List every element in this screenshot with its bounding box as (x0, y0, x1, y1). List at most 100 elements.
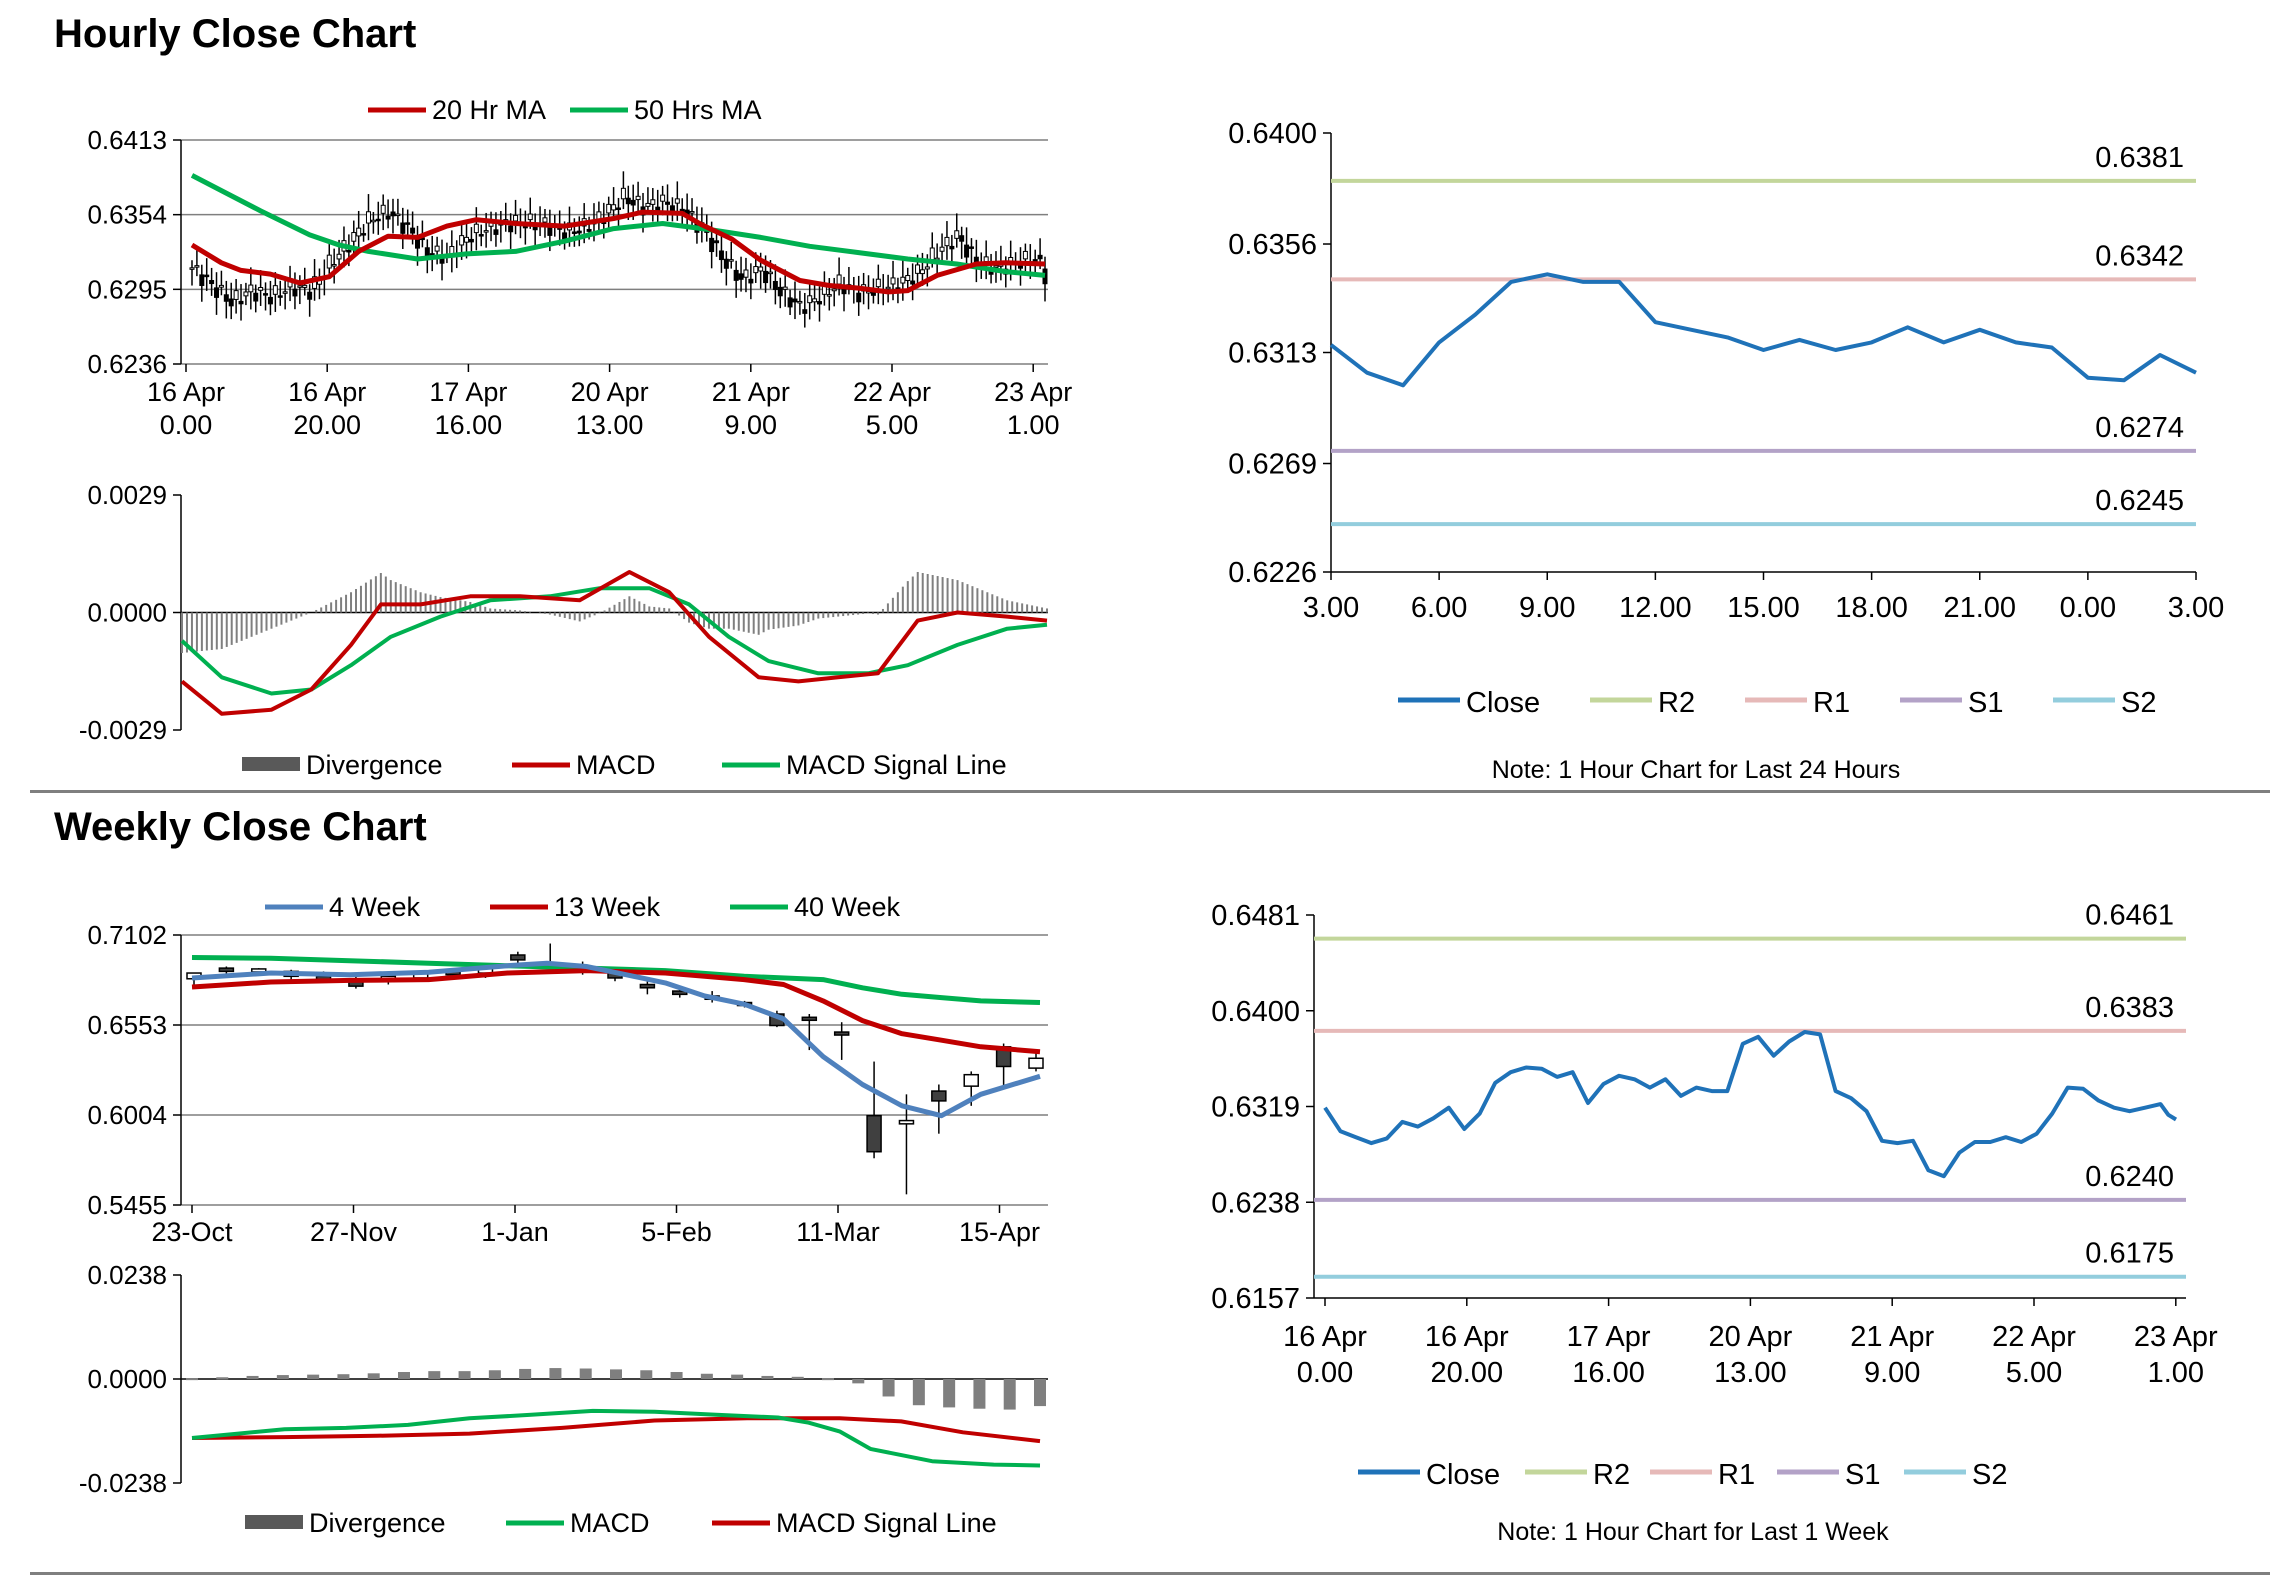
hourly-candle-body (1037, 254, 1043, 260)
weekly-ytick-label: 0.5455 (87, 1190, 167, 1220)
weekly-macd-divergence-bar (822, 1378, 834, 1381)
hourly-pivot-xtick-label: 3.00 (2168, 592, 2224, 624)
weekly-pivot-legend-label-1: R2 (1593, 1459, 1630, 1491)
hourly-candle-body (243, 291, 249, 297)
hourly-candle-body (650, 199, 656, 205)
hourly-candle-body (508, 225, 514, 233)
hourly-candle-body (238, 300, 244, 305)
hourly-candle-body (346, 249, 352, 253)
weekly-pivot-legend-label-3: S1 (1845, 1459, 1880, 1491)
weekly-macd-divergence-bar (276, 1375, 289, 1379)
weekly-macd-divergence-bar (246, 1375, 259, 1379)
hourly-candle-body (380, 204, 386, 214)
hourly-candle-body (625, 197, 631, 205)
hourly-candle-body (620, 187, 626, 200)
hourly-candle-body (233, 290, 239, 300)
weekly-macd-signal-line (191, 1416, 1041, 1444)
hourly-macd-legend-label-1: MACD (576, 750, 656, 780)
weekly-candle-body (672, 990, 688, 996)
hourly-pivot-level-r2-label: 0.6381 (2095, 142, 2184, 174)
hourly-candle-body (434, 245, 440, 252)
hourly-candle-body (277, 295, 283, 298)
hourly-candle-body (645, 202, 651, 207)
hourly-ytick-label: 0.6236 (87, 349, 167, 379)
weekly-4wk-line (191, 960, 1041, 1119)
hourly-candle-body (660, 194, 666, 202)
hourly-candle-body (405, 222, 411, 225)
hourly-candle-body (777, 286, 783, 297)
weekly-macd-ytick-label: -0.0238 (79, 1468, 167, 1498)
weekly-macd-divergence-bar (367, 1373, 380, 1379)
hourly-candle-body (385, 215, 391, 220)
weekly-macd-divergence-bar (1003, 1379, 1016, 1410)
hourly-macd-ytick-label: -0.0029 (79, 715, 167, 745)
weekly-xtick-label: 5-Feb (641, 1217, 712, 1247)
weekly-candle-body (833, 1031, 850, 1036)
hourly-pivot-ytick-label: 0.6226 (1228, 557, 1317, 589)
hourly-candle-body (944, 236, 950, 247)
weekly-pivot-note: Note: 1 Hour Chart for Last 1 Week (1497, 1518, 1889, 1546)
weekly-macd-divergence-bar (549, 1368, 562, 1379)
hourly-candle-body (199, 274, 205, 286)
hourly-candle-body (939, 246, 945, 252)
hourly-candle-body (753, 266, 759, 274)
weekly-pivot-xtick-label-date: 16 Apr (1283, 1321, 1367, 1353)
hourly-candle-body (905, 275, 911, 282)
hourly-candle-body (336, 253, 342, 260)
weekly-macd-divergence-bar (852, 1379, 865, 1384)
hourly-xtick-label-date: 20 Apr (571, 377, 649, 407)
hourly-candle-body (885, 286, 891, 290)
hourly-pivot-legend-label-0: Close (1466, 687, 1540, 719)
weekly-macd-divergence-bar (791, 1376, 804, 1379)
hourly-candle-body (209, 280, 215, 285)
weekly-ytick-label: 0.7102 (87, 920, 167, 950)
weekly-pivot-level-r1-label: 0.6383 (2085, 992, 2174, 1024)
hourly-candle-body (263, 293, 269, 296)
hourly-candle-body (807, 295, 813, 304)
hourly-candle-body (919, 269, 925, 275)
weekly-macd-divergence-bar (731, 1374, 744, 1379)
weekly-pivot-xtick-label-date: 22 Apr (1992, 1321, 2076, 1353)
weekly-pivot-level-r2-label: 0.6461 (2085, 900, 2174, 932)
hourly-candle-body (718, 250, 724, 261)
hourly-candle-body (635, 195, 641, 201)
hourly-legend-label-1: 50 Hrs MA (634, 95, 762, 125)
hourly-candle-body (924, 266, 930, 270)
weekly-macd-divergence-bar (882, 1379, 895, 1397)
hourly-candle-body (297, 285, 303, 288)
weekly-macd-legend-label-0: Divergence (309, 1508, 446, 1538)
hourly-xtick-label-date: 16 Apr (288, 377, 366, 407)
weekly-candle-body (639, 983, 656, 989)
hourly-candle-body (983, 256, 989, 263)
hourly-ma20-line (190, 209, 1046, 295)
weekly-macd-divergence-bar (670, 1372, 683, 1379)
hourly-candle-body (410, 227, 416, 234)
hourly-candle-body (870, 291, 876, 296)
hourly-candle-body (723, 258, 729, 269)
hourly-candle-body (267, 296, 273, 305)
hourly-candle-body (365, 211, 371, 224)
weekly-pivot-xtick-label-time: 9.00 (1864, 1357, 1920, 1389)
hourly-pivot-xtick-label: 18.00 (1835, 592, 1908, 624)
section-divider-bottom (30, 1572, 2270, 1575)
hourly-candle-body (351, 232, 357, 242)
weekly-legend-label-2: 40 Week (794, 892, 901, 922)
hourly-candle-body (910, 280, 916, 285)
hourly-candle-body (390, 211, 396, 217)
hourly-candle-body (738, 273, 744, 280)
hourly-candle-body (782, 286, 788, 290)
hourly-candle-body (375, 218, 381, 222)
hourly-candle-body (302, 284, 308, 288)
hourly-pivot-xtick-label: 3.00 (1303, 592, 1359, 624)
weekly-candle-body (801, 1016, 818, 1022)
weekly-pivot-level-s2-label: 0.6175 (2085, 1238, 2174, 1270)
hourly-macd-legend-swatch-0 (242, 757, 300, 771)
weekly-macd-divergence-bar (640, 1370, 653, 1379)
hourly-candle-body (812, 298, 818, 303)
hourly-candle-body (758, 266, 764, 272)
hourly-candle-body (767, 271, 773, 275)
hourly-candle-body (331, 264, 337, 267)
hourly-candle-body (356, 227, 362, 237)
hourly-pivot-level-s1-label: 0.6274 (2095, 412, 2184, 444)
